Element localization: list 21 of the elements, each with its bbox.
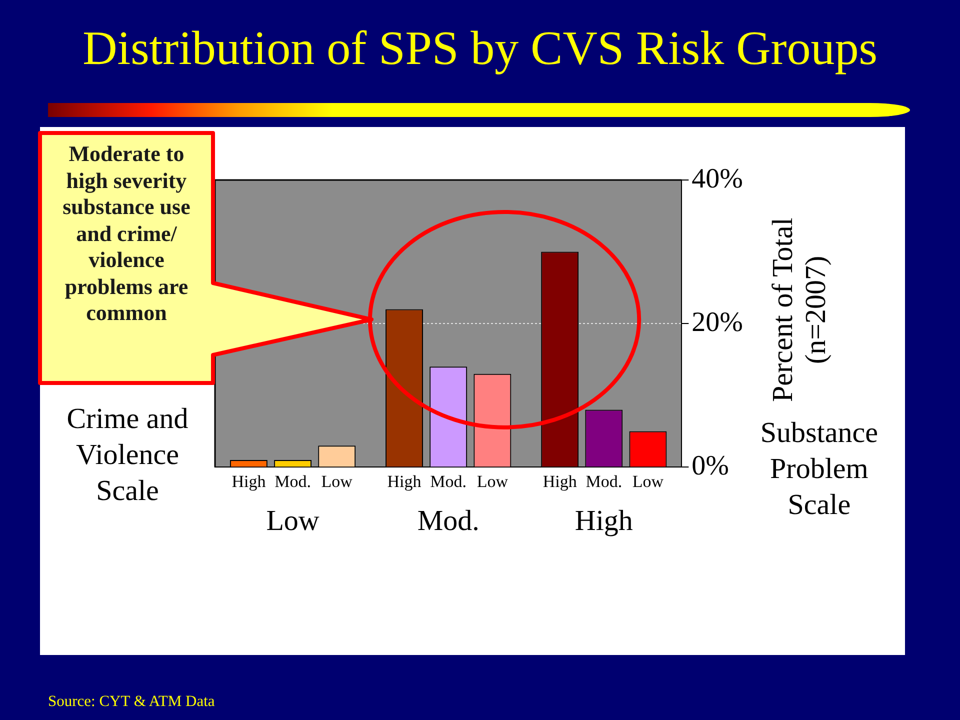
y-axis-title: Percent of Total (n=2007): [766, 218, 832, 402]
text: Low: [632, 472, 664, 492]
text: Low: [476, 472, 508, 492]
source-note: Source: CYT & ATM Data: [48, 693, 215, 711]
chart-title: Distribution of SPS by CVS Risk Groups: [82, 21, 878, 77]
x-axis-title: Substance Problem Scale: [759, 416, 879, 524]
series-label: Mod.: [586, 472, 622, 492]
series-label: Low: [321, 472, 354, 492]
text: Mod.: [430, 472, 467, 492]
y-tick-label: 20%: [692, 306, 744, 338]
text: High: [387, 472, 422, 492]
x-tick-label: High: [574, 505, 634, 538]
series-label: High: [232, 472, 266, 492]
legend-title: Crime and Violence Scale: [66, 402, 190, 510]
text: Moderate to high severity substance use and crime/ violence problems are common: [62, 140, 192, 327]
text: High: [542, 472, 577, 492]
text: Mod.: [274, 472, 311, 492]
y-tick-label: 40%: [692, 163, 744, 194]
x-tick-label: Low: [266, 505, 320, 538]
y-tick-label: 0%: [692, 450, 730, 482]
x-tick-label: Mod.: [417, 505, 480, 538]
